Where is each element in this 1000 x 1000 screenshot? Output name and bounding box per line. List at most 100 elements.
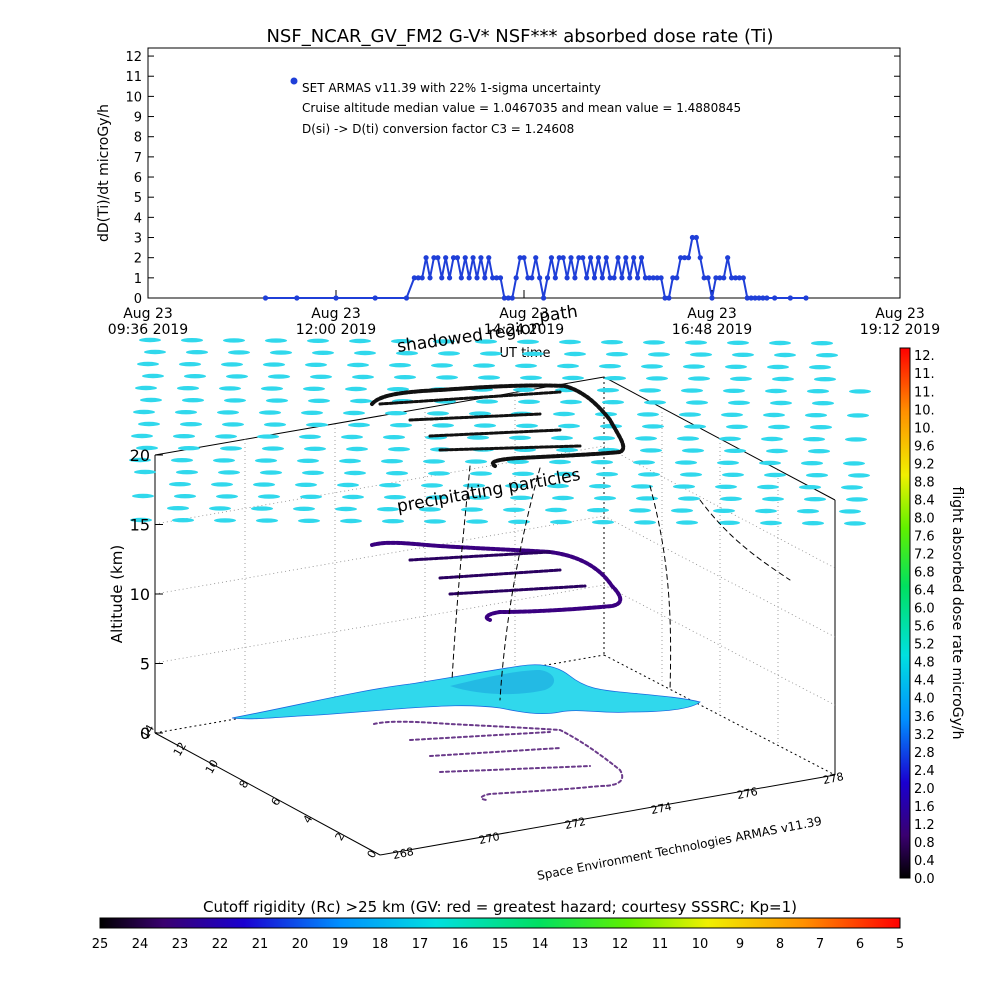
rigidity-cell — [558, 423, 580, 429]
rigidity-cell — [469, 411, 491, 416]
dose-rate-point — [446, 275, 453, 281]
top-y-tick-label: 0 — [134, 292, 142, 307]
dose-rate-point — [615, 255, 621, 261]
dose-rate-point — [607, 275, 613, 281]
rigidity-cell — [774, 352, 796, 358]
rigidity-cell — [214, 518, 236, 523]
rigidity-cell — [308, 398, 330, 403]
rigidity-cell — [389, 363, 411, 368]
dose-rate-point — [638, 255, 645, 261]
rigidity-colorbar-tick-label: 22 — [212, 937, 229, 952]
dose-rate-point — [803, 295, 809, 301]
rigidity-cell — [268, 374, 290, 379]
dose-rate-point — [634, 275, 641, 281]
rigidity-cell — [547, 483, 569, 489]
rigidity-cell — [508, 519, 530, 524]
rigidity-cell — [726, 424, 748, 429]
top-y-tick-label: 12 — [125, 50, 142, 65]
legend-annotation: SET ARMAS v11.39 with 22% 1-sigma uncert… — [302, 81, 601, 95]
top-y-tick-label: 7 — [134, 151, 142, 166]
rigidity-colorbar-tick-label: 15 — [492, 937, 509, 952]
altitude-tick-label: 20 — [130, 446, 150, 465]
dose-rate-point — [501, 295, 508, 301]
rigidity-cell — [140, 397, 162, 403]
rigidity-cell — [638, 472, 660, 477]
rigidity-cell — [139, 337, 161, 343]
land-shading — [450, 670, 555, 695]
rigidity-cell — [644, 400, 666, 405]
rigidity-cell — [144, 349, 166, 355]
rigidity-cell — [312, 350, 334, 355]
dose-rate-point — [509, 295, 515, 301]
dose-rate-point — [717, 275, 723, 281]
rigidity-cell — [847, 413, 869, 418]
rigidity-colorbar-label: Cutoff rigidity (Rc) >25 km (GV: red = g… — [203, 898, 797, 916]
rigidity-cell — [844, 521, 866, 526]
rigidity-cell — [589, 484, 611, 489]
rigidity-cell — [394, 375, 416, 380]
dose-rate-point — [474, 275, 480, 281]
rigidity-cell — [305, 362, 327, 367]
rigidity-cell — [299, 434, 321, 439]
rigidity-cell — [677, 436, 699, 441]
dose-rate-point — [787, 295, 793, 301]
rigidity-cell — [423, 459, 445, 464]
rigidity-cell — [516, 423, 538, 428]
dose-rate-point — [423, 255, 429, 261]
dose-rate-point — [681, 255, 688, 261]
rigidity-cell — [433, 339, 455, 344]
rigidity-cell — [137, 361, 159, 367]
rigidity-cell — [266, 398, 288, 403]
dose-rate-point — [505, 295, 511, 301]
rigidity-cell — [846, 497, 868, 502]
rigidity-cell — [713, 508, 735, 513]
rigidity-cell — [211, 482, 233, 487]
rigidity-cell — [683, 364, 705, 369]
dose-colorbar-tick-label: 9.2 — [914, 457, 935, 472]
rigidity-cell — [396, 351, 418, 356]
rigidity-cell — [475, 339, 497, 344]
rigidity-cell — [640, 448, 662, 453]
dose-rate-point — [670, 275, 676, 281]
rigidity-cell — [591, 460, 613, 465]
rigidity-cell — [559, 339, 581, 345]
rigidity-cell — [839, 509, 861, 514]
rigidity-cell — [724, 448, 746, 453]
dose-rate-point — [709, 295, 715, 301]
top-y-tick-label: 11 — [125, 70, 142, 85]
rigidity-cell — [551, 435, 573, 441]
rigidity-cell — [762, 496, 784, 502]
rigidity-cell — [222, 422, 244, 427]
rigidity-cell — [763, 412, 785, 418]
rigidity-cell — [730, 376, 752, 381]
flight-path-top-legs — [378, 390, 582, 452]
rigidity-cell — [301, 410, 323, 415]
rigidity-cell — [344, 470, 366, 476]
dose-rate-point — [568, 255, 574, 261]
rigidity-cell — [732, 352, 754, 357]
dose-rate-point — [517, 255, 523, 261]
rigidity-cell — [467, 435, 489, 440]
rigidity-cell — [587, 508, 609, 513]
rigidity-cell — [596, 472, 618, 477]
rigidity-cell — [173, 434, 195, 439]
rigidity-cell — [761, 436, 783, 442]
rigidity-cell — [427, 411, 449, 416]
rigidity-cell — [507, 459, 529, 464]
rigidity-cell — [549, 459, 571, 465]
rigidity-colorbar-tick-label: 24 — [132, 937, 149, 952]
dose-rate-point — [678, 255, 684, 261]
rigidity-cell — [604, 376, 626, 381]
rigidity-cell — [298, 518, 320, 523]
rigidity-cell — [772, 376, 794, 382]
altitude-tick-label: 5 — [140, 655, 150, 674]
rigidity-cell — [306, 422, 328, 427]
dose-colorbar-tick-label: 5.6 — [914, 620, 935, 635]
rigidity-cell — [768, 424, 790, 430]
rigidity-cell — [383, 435, 405, 440]
dose-colorbar-tick-label: 10. — [914, 421, 935, 436]
longitude-tick-label: 268 — [392, 845, 415, 862]
rigidity-cell — [426, 495, 448, 500]
dose-rate-point — [713, 275, 719, 281]
